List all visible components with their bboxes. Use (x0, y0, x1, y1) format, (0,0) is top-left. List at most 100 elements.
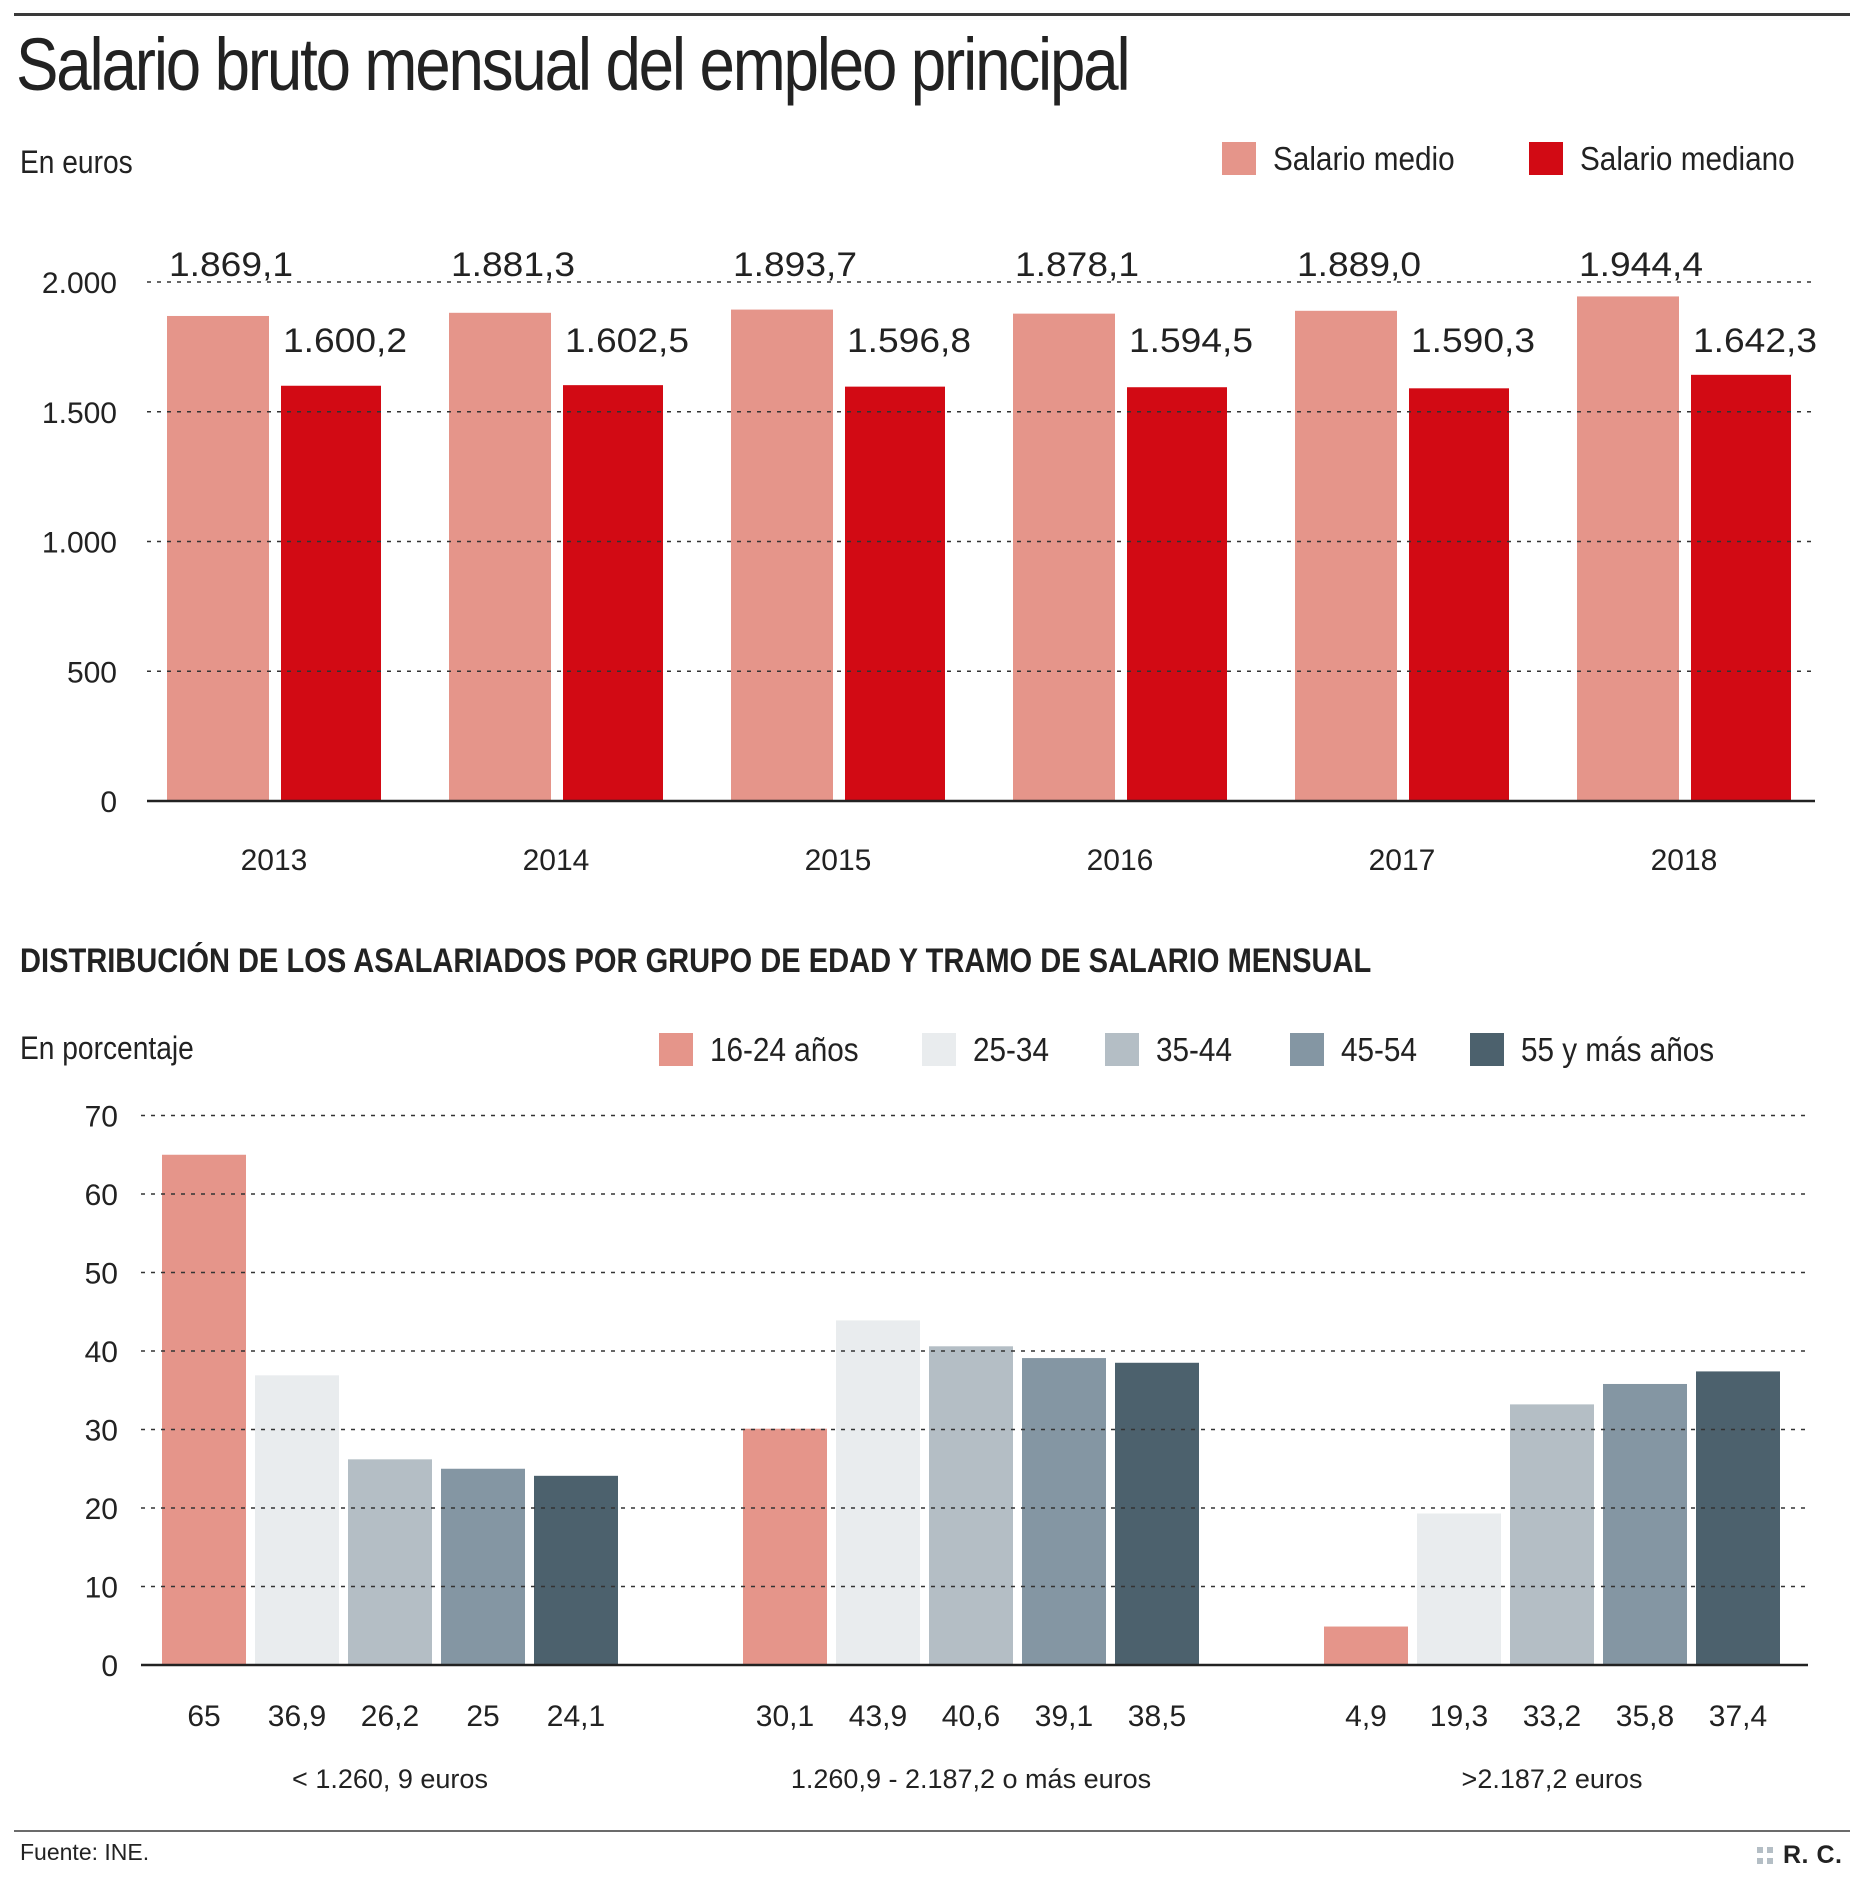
credit-text: R. C. (1783, 1841, 1843, 1869)
legend-label-55-plus: 55 y más años (1521, 1031, 1715, 1068)
data-label: 35,8 (1616, 1700, 1674, 1733)
y-tick-label: 10 (85, 1572, 118, 1605)
legend-swatch-45-54 (1290, 1033, 1324, 1066)
legend-label-16-24: 16-24 años (710, 1031, 859, 1068)
legend-item-25-34: 25-34 (922, 1033, 1057, 1066)
y-tick-label: 1.500 (42, 397, 117, 430)
bar-group2-55-y-más-años (1115, 1362, 1199, 1665)
legend-label-25-34: 25-34 (973, 1031, 1049, 1068)
data-label-salario-mediano: 1.596,8 (847, 322, 971, 360)
bar-salario-medio-2016 (1013, 313, 1115, 801)
bar-group3-25-34 (1417, 1513, 1501, 1665)
x-tick-label: 2013 (241, 844, 308, 877)
legend-label-45-54: 45-54 (1341, 1031, 1417, 1068)
data-label-salario-mediano: 1.642,3 (1693, 322, 1817, 360)
data-label: 4,9 (1345, 1700, 1387, 1733)
legend-item-16-24: 16-24 años (659, 1033, 875, 1066)
bar-group2-16-24-años (743, 1428, 827, 1665)
x-tick-label: 2015 (805, 844, 872, 877)
bar-salario-medio-2018 (1577, 296, 1679, 801)
data-label: 26,2 (361, 1700, 419, 1733)
y-tick-label: 70 (85, 1101, 118, 1134)
data-label: 37,4 (1709, 1700, 1767, 1733)
data-label: 24,1 (547, 1700, 605, 1733)
bar-salario-medio-2014 (449, 312, 551, 801)
bar-group1-55-y-más-años (534, 1475, 618, 1665)
top-chart: 0 500 1.000 1.500 2.000 2013 1.869,1 1.600,2 201… (42, 246, 1817, 877)
bottom-chart-unit-label: En porcentaje (20, 1030, 194, 1066)
data-label-salario-medio: 1.889,0 (1297, 246, 1421, 284)
data-label-salario-medio: 1.869,1 (169, 246, 293, 284)
x-category-label: 1.260,9 - 2.187,2 o más euros (791, 1764, 1151, 1794)
bar-group1-25-34 (255, 1375, 339, 1665)
source-note: Fuente: INE. (20, 1839, 150, 1865)
y-tick-label: 0 (100, 786, 117, 819)
legend-swatch-salario-medio (1222, 142, 1256, 175)
bar-salario-medio-2013 (167, 315, 269, 801)
legend-item-45-54: 45-54 (1290, 1033, 1425, 1066)
legend-label-salario-medio: Salario medio (1273, 140, 1455, 177)
bar-salario-mediano-2016 (1127, 387, 1227, 801)
bottom-chart-title: DISTRIBUCIÓN DE LOS ASALARIADOS POR GRUP… (20, 942, 1372, 980)
data-label: 65 (187, 1700, 220, 1733)
bar-salario-mediano-2015 (845, 386, 945, 801)
y-tick-label: 60 (85, 1179, 118, 1212)
data-label: 40,6 (942, 1700, 1000, 1733)
bottom-rule (14, 1830, 1850, 1832)
bar-salario-mediano-2018 (1691, 374, 1791, 801)
top-rule (14, 13, 1850, 16)
bar-group1-35-44 (348, 1459, 432, 1665)
data-label-salario-mediano: 1.590,3 (1411, 322, 1535, 360)
data-label: 33,2 (1523, 1700, 1581, 1733)
legend-swatch-55-plus (1470, 1033, 1504, 1066)
y-tick-label: 0 (101, 1650, 118, 1683)
y-tick-label: 30 (85, 1415, 118, 1448)
bar-group1-16-24-años (162, 1154, 246, 1665)
data-label-salario-mediano: 1.602,5 (565, 322, 689, 360)
legend-item-salario-mediano: Salario mediano (1529, 142, 1818, 175)
data-label: 19,3 (1430, 1700, 1488, 1733)
y-tick-label: 1.000 (42, 527, 117, 560)
legend-label-35-44: 35-44 (1156, 1031, 1232, 1068)
top-chart-unit-label: En euros (20, 144, 133, 180)
data-label: 25 (466, 1700, 499, 1733)
credit: R. C. (1757, 1843, 1842, 1868)
y-tick-label: 20 (85, 1493, 118, 1526)
x-tick-label: 2017 (1369, 844, 1436, 877)
x-tick-label: 2018 (1651, 844, 1718, 877)
bar-group2-25-34 (836, 1320, 920, 1665)
data-label: 43,9 (849, 1700, 907, 1733)
x-tick-label: 2016 (1087, 844, 1154, 877)
legend-swatch-25-34 (922, 1033, 956, 1066)
top-chart-bars (167, 296, 1791, 801)
y-tick-label: 40 (85, 1336, 118, 1369)
x-tick-label: 2014 (523, 844, 590, 877)
legend-item-35-44: 35-44 (1105, 1033, 1240, 1066)
legend-label-salario-mediano: Salario mediano (1580, 140, 1795, 177)
data-label-salario-medio: 1.893,7 (733, 246, 857, 284)
data-label: 30,1 (756, 1700, 814, 1733)
data-label-salario-medio: 1.878,1 (1015, 246, 1139, 284)
bar-group3-55-y-más-años (1696, 1371, 1780, 1665)
bar-salario-medio-2015 (731, 309, 833, 801)
bottom-chart-bars (162, 1154, 1780, 1665)
x-category-label: < 1.260, 9 euros (292, 1764, 488, 1794)
top-chart-gridlines (147, 281, 1815, 673)
legend-swatch-35-44 (1105, 1033, 1139, 1066)
bar-group2-45-54 (1022, 1358, 1106, 1665)
data-label-salario-mediano: 1.600,2 (283, 322, 407, 360)
legend-swatch-16-24 (659, 1033, 693, 1066)
bar-group3-45-54 (1603, 1383, 1687, 1665)
bar-salario-mediano-2014 (563, 385, 663, 801)
page-title: Salario bruto mensual del empleo princip… (16, 23, 1131, 106)
bar-group3-35-44 (1510, 1404, 1594, 1665)
bottom-chart: 0 10 20 30 40 50 60 70 65 36,9 26,2 25 24,1 < 1.260, … (85, 1101, 1808, 1794)
bar-salario-mediano-2013 (281, 385, 381, 801)
x-category-label: >2.187,2 euros (1462, 1764, 1643, 1794)
y-tick-label: 2.000 (42, 267, 117, 300)
data-label-salario-medio: 1.944,4 (1579, 246, 1703, 284)
data-label-salario-mediano: 1.594,5 (1129, 322, 1253, 360)
y-tick-label: 50 (85, 1258, 118, 1291)
y-tick-label: 500 (67, 656, 117, 689)
bar-group3-16-24-años (1324, 1626, 1408, 1665)
